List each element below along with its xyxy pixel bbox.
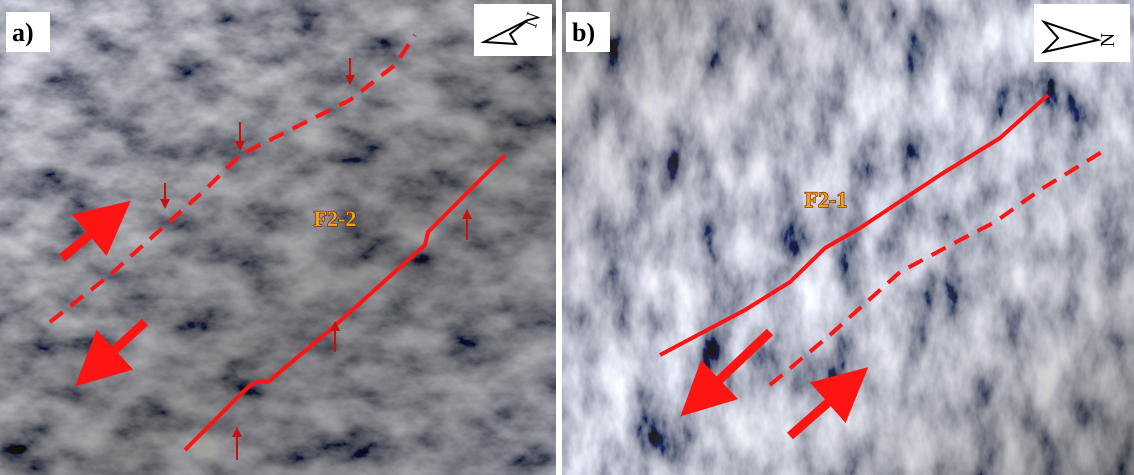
shading [562, 0, 1134, 475]
panel-a: F2-2 a) N [0, 0, 556, 475]
figure: F2-2 a) N F2-1 b) N [0, 0, 1134, 475]
page: F2-2 a) N F2-1 b) N (() => { const data … [0, 0, 1134, 475]
panel-b: F2-1 b) N [562, 0, 1134, 475]
north-letter: N [1097, 33, 1119, 47]
panel-label: a) [12, 18, 34, 47]
fault-label: F2-2 [314, 206, 357, 231]
fault-label: F2-1 [805, 187, 848, 212]
panel-label: b) [572, 18, 595, 47]
